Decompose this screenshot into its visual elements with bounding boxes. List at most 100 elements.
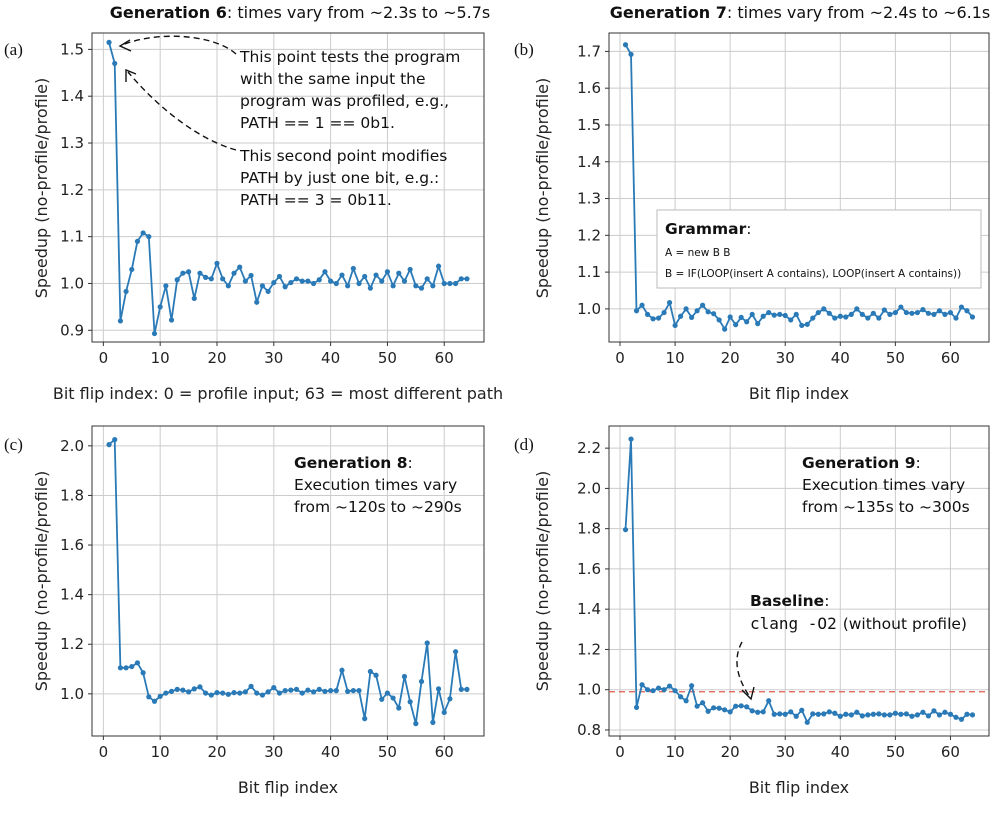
panel-b-data-point: [925, 310, 932, 316]
panel-d-data-point: [733, 703, 739, 709]
panel-c-xtick-label: 50: [378, 743, 397, 761]
panel-a-data-point: [259, 283, 266, 289]
panel-c-data-point: [418, 678, 425, 685]
panel-a-ytick-label: 0.9: [60, 321, 84, 339]
panel-d-data-point: [920, 709, 926, 715]
panel-d-data-point: [870, 711, 876, 717]
panel-a-ytick-label: 1.3: [60, 134, 84, 152]
panel-c-data-point: [208, 692, 214, 698]
panel-a-xtick-label: 0: [99, 349, 109, 367]
panel-a-data-point: [117, 318, 124, 324]
panel-c-data-point: [259, 692, 266, 698]
panel-d-data-point: [766, 698, 772, 704]
panel-d-data-point: [771, 711, 777, 717]
panel-a-data-point: [407, 266, 413, 273]
panel-b-data-point: [716, 317, 722, 323]
panel-c-data-point: [112, 437, 118, 443]
panel-b-data-point: [793, 311, 799, 318]
panel-c-data-point: [430, 719, 436, 725]
panel-d-data-point: [782, 711, 788, 717]
panel-b-data-point: [865, 315, 871, 321]
panel-d-data-point: [650, 688, 656, 694]
panel-a-data-point: [430, 283, 436, 289]
panel-b-data-point: [892, 309, 898, 316]
panel-d-data-point: [953, 714, 959, 720]
panel-b-data-point: [633, 308, 640, 314]
panel-b-ytick-label: 1.4: [577, 153, 601, 171]
panel-d-ytick-label: 1.4: [577, 600, 601, 618]
panel-d-data-point: [826, 709, 832, 715]
panel-a-data-point: [248, 272, 254, 279]
panel-a-ytick-label: 1.2: [60, 181, 84, 199]
panel-a-data-point: [225, 283, 231, 289]
panel-c-data-point: [106, 442, 112, 448]
panel-a-data-point: [163, 283, 169, 289]
panel-a-data-point: [242, 278, 248, 284]
panel-d-xtick-label: 0: [615, 743, 625, 761]
panel-b-data-point: [964, 308, 970, 314]
panel-c-data-point: [185, 689, 192, 695]
grammar-box-title-bold: Grammar: [665, 220, 747, 238]
panel-a-data-point: [384, 269, 391, 275]
panel-d-annotation-line-2: Execution times vary: [802, 476, 965, 494]
panel-c-data-point: [316, 686, 322, 692]
panel-d-ytick-label: 0.8: [577, 721, 601, 739]
panel-a-data-point: [396, 270, 402, 276]
panel-d-xtick-label: 50: [886, 743, 905, 761]
panel-c-data-point: [390, 695, 396, 701]
baseline-annotation-note: (without profile): [843, 615, 967, 633]
panel-c-data-point: [117, 665, 124, 671]
panel-d-annotation-colon: :: [915, 454, 920, 472]
panel-c-label: (c): [4, 435, 23, 454]
panel-c-ytick-label: 1.4: [60, 586, 84, 604]
panel-d-data-point: [837, 713, 843, 719]
panel-b-data-point: [947, 309, 954, 316]
panel-d-data-point: [755, 709, 761, 715]
panel-c-ytick-label: 1.8: [60, 486, 84, 504]
panel-d-data-point: [744, 704, 750, 710]
panel-b-ytick-label: 1.0: [577, 300, 601, 318]
panel-a-title-rest: : times vary from ~2.3s to ~5.7s: [227, 3, 490, 22]
panel-a-arrowhead-1: [118, 39, 132, 52]
panel-a-data-point: [333, 280, 339, 287]
panel-a-data-point: [362, 273, 368, 280]
panel-a-label: (a): [4, 40, 23, 59]
panel-c-annotation-line-3: from ~120s to ~290s: [294, 498, 462, 516]
panel-a-data-point: [237, 264, 243, 270]
panel-a-annotation-line-7: PATH == 3 = 0b11.: [240, 191, 392, 209]
panel-a-data-point: [157, 304, 163, 310]
panel-d-data-point: [760, 709, 766, 715]
panel-b-label: (b): [514, 40, 534, 59]
panel-b-data-point: [622, 42, 629, 48]
panel-b-series-line: [624, 44, 974, 332]
panel-c-annotation-line-2: Execution times vary: [294, 476, 457, 494]
panel-b-xtick-label: 40: [831, 349, 850, 367]
panel-a-xlabel: Bit flip index: 0 = profile input; 63 = …: [53, 384, 503, 403]
panel-b-data-point: [903, 309, 909, 316]
panel-a-data-point: [464, 276, 470, 282]
panel-b-data-point: [881, 307, 887, 313]
panel-a-data-point: [435, 263, 442, 269]
panel-d-data-point: [815, 711, 821, 717]
panel-d-data-point: [793, 713, 799, 719]
panel-b-data-point: [672, 322, 678, 329]
panel-a-data-point: [123, 288, 129, 295]
panel-b-data-point: [755, 321, 761, 327]
panel-a-data-point: [310, 280, 317, 287]
panel-b-data-point: [958, 304, 965, 310]
panel-c-xtick-label: 30: [264, 743, 283, 761]
panel-a-data-point: [129, 266, 135, 273]
panel-c-data-point: [293, 686, 300, 692]
panel-b-data-point: [733, 322, 739, 328]
panel-a-data-point: [271, 279, 277, 286]
panel-d-data-point: [914, 712, 921, 718]
panel-c-data-point: [299, 690, 305, 696]
panel-a-data-point: [180, 270, 186, 276]
baseline-arrow: [736, 641, 751, 698]
panel-b-data-point: [815, 309, 821, 316]
panel-d-data-point: [947, 711, 954, 717]
panel-a-annotation-line-6: PATH by just one bit, e.g.:: [240, 169, 439, 187]
panel-b-data-point: [832, 315, 838, 321]
panel-a-data-point: [282, 284, 288, 290]
